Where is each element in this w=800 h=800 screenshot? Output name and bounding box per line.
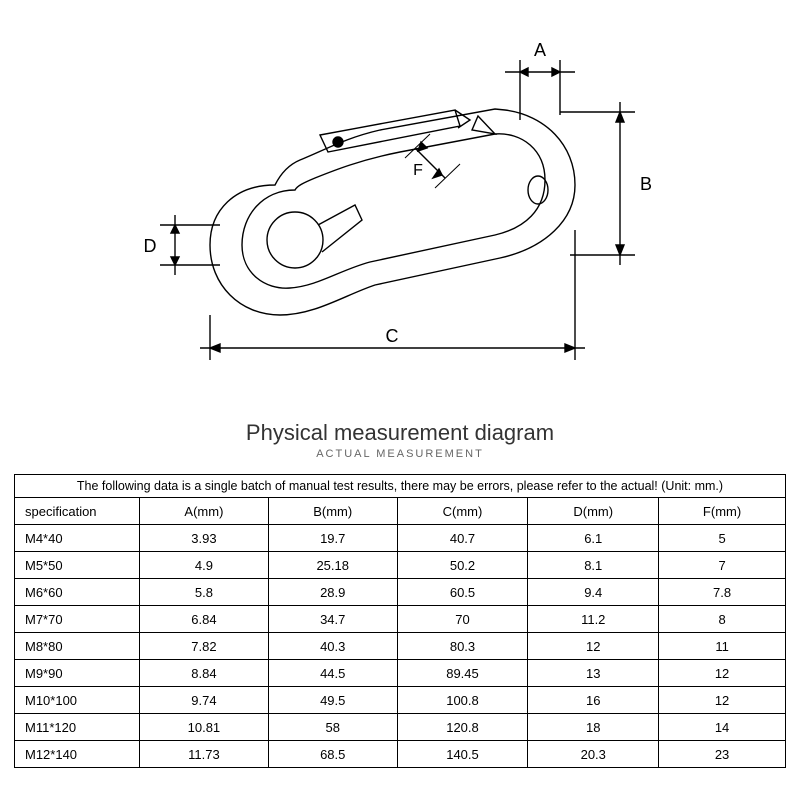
- table-cell: 5: [659, 525, 786, 552]
- table-cell: 9.4: [528, 579, 659, 606]
- table-cell: 11.2: [528, 606, 659, 633]
- table-cell: M12*140: [15, 741, 140, 768]
- table-cell: 7.82: [140, 633, 269, 660]
- table-cell: 25.18: [268, 552, 397, 579]
- table-header-cell: F(mm): [659, 498, 786, 525]
- table-cell: 70: [397, 606, 528, 633]
- table-cell: 23: [659, 741, 786, 768]
- table-row: M4*403.9319.740.76.15: [15, 525, 786, 552]
- dim-label-F: F: [413, 162, 423, 179]
- table-row: M11*12010.8158120.81814: [15, 714, 786, 741]
- table-cell: M9*90: [15, 660, 140, 687]
- table-header-cell: D(mm): [528, 498, 659, 525]
- table-header-row: specificationA(mm)B(mm)C(mm)D(mm)F(mm): [15, 498, 786, 525]
- table-cell: 3.93: [140, 525, 269, 552]
- table-header-cell: B(mm): [268, 498, 397, 525]
- table-cell: 120.8: [397, 714, 528, 741]
- table-cell: 12: [659, 660, 786, 687]
- table-cell: 8: [659, 606, 786, 633]
- table-cell: 49.5: [268, 687, 397, 714]
- table-cell: 19.7: [268, 525, 397, 552]
- table-cell: 18: [528, 714, 659, 741]
- table-cell: M11*120: [15, 714, 140, 741]
- table-cell: 50.2: [397, 552, 528, 579]
- diagram-area: D C B A F: [0, 0, 800, 410]
- table-body: M4*403.9319.740.76.15M5*504.925.1850.28.…: [15, 525, 786, 768]
- table-cell: 14: [659, 714, 786, 741]
- dim-label-D: D: [144, 236, 157, 256]
- table-header-cell: C(mm): [397, 498, 528, 525]
- table-cell: 11.73: [140, 741, 269, 768]
- table-cell: 34.7: [268, 606, 397, 633]
- table-cell: 4.9: [140, 552, 269, 579]
- table-cell: 6.84: [140, 606, 269, 633]
- table-cell: 28.9: [268, 579, 397, 606]
- table-cell: M6*60: [15, 579, 140, 606]
- table-cell: M5*50: [15, 552, 140, 579]
- dim-label-B: B: [640, 174, 652, 194]
- table-cell: 40.7: [397, 525, 528, 552]
- table-cell: 7.8: [659, 579, 786, 606]
- table-cell: 89.45: [397, 660, 528, 687]
- table-row: M12*14011.7368.5140.520.323: [15, 741, 786, 768]
- table-cell: 6.1: [528, 525, 659, 552]
- table-cell: 7: [659, 552, 786, 579]
- sub-title: ACTUAL MEASUREMENT: [0, 448, 800, 460]
- table-cell: 13: [528, 660, 659, 687]
- table-row: M9*908.8444.589.451312: [15, 660, 786, 687]
- table-cell: 10.81: [140, 714, 269, 741]
- table-cell: M4*40: [15, 525, 140, 552]
- measurement-table-wrap: The following data is a single batch of …: [0, 474, 800, 768]
- table-row: M6*605.828.960.59.47.8: [15, 579, 786, 606]
- dim-label-C: C: [386, 326, 399, 346]
- table-header-cell: A(mm): [140, 498, 269, 525]
- table-cell: 8.1: [528, 552, 659, 579]
- table-cell: M10*100: [15, 687, 140, 714]
- main-title: Physical measurement diagram: [0, 420, 800, 446]
- table-cell: 11: [659, 633, 786, 660]
- table-cell: 100.8: [397, 687, 528, 714]
- table-note: The following data is a single batch of …: [14, 474, 786, 497]
- table-row: M10*1009.7449.5100.81612: [15, 687, 786, 714]
- table-cell: 40.3: [268, 633, 397, 660]
- table-cell: 12: [659, 687, 786, 714]
- dim-label-A: A: [534, 40, 546, 60]
- table-cell: M7*70: [15, 606, 140, 633]
- carabiner-diagram: D C B A F: [100, 30, 700, 370]
- table-cell: 12: [528, 633, 659, 660]
- table-cell: 58: [268, 714, 397, 741]
- table-header-cell: specification: [15, 498, 140, 525]
- measurement-table: specificationA(mm)B(mm)C(mm)D(mm)F(mm) M…: [14, 497, 786, 768]
- table-cell: 80.3: [397, 633, 528, 660]
- table-cell: 9.74: [140, 687, 269, 714]
- table-row: M5*504.925.1850.28.17: [15, 552, 786, 579]
- table-row: M7*706.8434.77011.28: [15, 606, 786, 633]
- table-cell: 44.5: [268, 660, 397, 687]
- table-cell: 20.3: [528, 741, 659, 768]
- table-cell: 140.5: [397, 741, 528, 768]
- table-cell: 68.5: [268, 741, 397, 768]
- table-cell: 16: [528, 687, 659, 714]
- table-cell: 8.84: [140, 660, 269, 687]
- titles: Physical measurement diagram ACTUAL MEAS…: [0, 420, 800, 460]
- table-row: M8*807.8240.380.31211: [15, 633, 786, 660]
- table-cell: M8*80: [15, 633, 140, 660]
- table-cell: 60.5: [397, 579, 528, 606]
- table-cell: 5.8: [140, 579, 269, 606]
